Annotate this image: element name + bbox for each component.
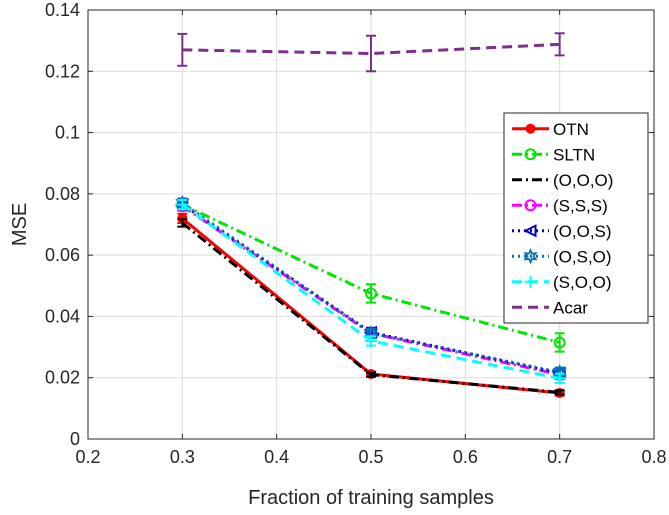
x-tick-label: 0.5 xyxy=(358,447,383,467)
legend-swatch-marker xyxy=(524,148,537,161)
legend-swatch-marker xyxy=(523,224,537,238)
y-tick-label: 0.14 xyxy=(45,0,80,20)
data-point xyxy=(365,334,377,347)
x-tick-label: 0.2 xyxy=(75,447,100,467)
data-point xyxy=(365,287,377,300)
legend: OTN SLTN (O,O,O) (S,S,S) (O,O,S) (O,S,O) (S,O,… xyxy=(503,112,649,324)
legend-label: Acar xyxy=(553,298,588,317)
y-tick-label: 0 xyxy=(70,429,80,449)
legend-swatch-marker xyxy=(524,199,537,212)
x-tick-label: 0.7 xyxy=(547,447,572,467)
y-tick-label: 0.04 xyxy=(45,306,80,326)
series-Acar xyxy=(177,32,565,73)
y-axis-label: MSE xyxy=(9,203,31,246)
legend-swatch-marker xyxy=(524,275,537,288)
legend-label: SLTN xyxy=(553,145,595,164)
legend-label: (O,S,O) xyxy=(553,247,612,266)
y-tick-label: 0.08 xyxy=(45,184,80,204)
y-tick-label: 0.1 xyxy=(55,123,80,143)
x-axis-label: Fraction of training samples xyxy=(248,487,494,509)
x-tick-label: 0.8 xyxy=(641,447,666,467)
legend-label: (S,O,O) xyxy=(553,273,612,292)
legend-label: (S,S,S) xyxy=(553,196,608,215)
legend-label: (O,O,O) xyxy=(553,171,613,190)
legend-swatch-marker xyxy=(525,123,536,134)
data-point xyxy=(176,198,189,211)
data-point xyxy=(553,372,566,385)
x-tick-label: 0.4 xyxy=(264,447,289,467)
legend-label: OTN xyxy=(553,120,589,139)
x-tick-label: 0.6 xyxy=(453,447,478,467)
y-tick-label: 0.12 xyxy=(45,61,80,81)
legend-box xyxy=(503,112,649,324)
series-(S,O,O) xyxy=(176,198,566,385)
y-tick-label: 0.06 xyxy=(45,245,80,265)
x-tick-label: 0.3 xyxy=(170,447,195,467)
axes: 0.2 0.3 0.4 0.5 0.6 0.7 0.8 0 0.02 0.04 0.06 0.08 0.… xyxy=(45,0,667,467)
data-point xyxy=(553,336,566,349)
legend-label: (O,O,S) xyxy=(553,222,612,241)
legend-swatch-marker xyxy=(523,248,538,265)
series-(O,O,O) xyxy=(177,218,565,396)
series-layer xyxy=(175,32,567,399)
y-tick-label: 0.02 xyxy=(45,368,80,388)
